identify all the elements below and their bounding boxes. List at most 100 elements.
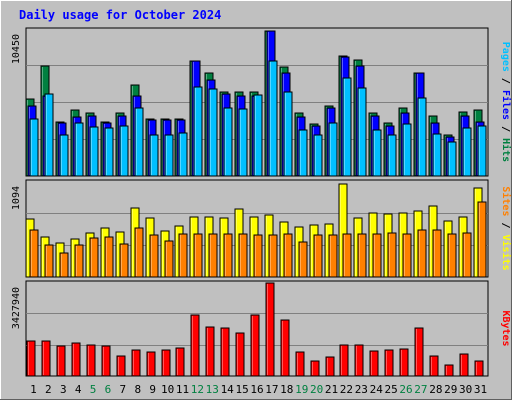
bar-body: [313, 134, 323, 177]
bar-body: [328, 122, 338, 177]
kbytes-bar-kbytes-day-2: [41, 340, 51, 377]
bar-body: [325, 356, 335, 377]
axis-label-part: /: [500, 120, 511, 138]
kbytes-bar-kbytes-day-16: [250, 314, 260, 377]
visits-sites-bar-sites-day-17: [268, 234, 278, 278]
bar-body: [342, 233, 352, 278]
hits-files-pages-bar-pages-day-5: [89, 126, 99, 177]
visits-sites-bar-sites-day-11: [178, 233, 188, 278]
bar-body: [462, 127, 472, 177]
visits-sites-bar-sites-day-6: [104, 236, 114, 278]
visits-sites-bar-sites-day-22: [342, 233, 352, 278]
day-label-29: 29: [444, 383, 457, 396]
kbytes-bar-kbytes-day-20: [310, 360, 320, 377]
bar-body: [205, 326, 215, 377]
day-label-6: 6: [105, 383, 112, 396]
bar-body: [387, 232, 397, 278]
bar-body: [101, 345, 111, 377]
hits-files-pages-bar-pages-day-25: [387, 134, 397, 177]
day-label-20: 20: [310, 383, 323, 396]
kbytes-bar-kbytes-day-23: [354, 344, 364, 377]
bar-body: [295, 351, 305, 377]
hits-files-pages-bar-pages-day-12: [193, 86, 203, 177]
chart-title: Daily usage for October 2024: [19, 8, 221, 22]
visits-sites-bar-sites-day-2: [44, 244, 54, 278]
bar-body: [399, 348, 409, 377]
kbytes-bar-kbytes-day-17: [265, 282, 275, 377]
hits-files-pages-bar-pages-day-1: [29, 118, 39, 177]
bar-body: [161, 349, 171, 377]
bar-body: [220, 327, 230, 377]
visits-sites-bar-sites-day-18: [283, 233, 293, 278]
bar-body: [447, 233, 457, 278]
bar-body: [417, 97, 427, 177]
day-label-21: 21: [325, 383, 338, 396]
day-label-1: 1: [30, 383, 37, 396]
visits-sites-axis-label: Sites / Visits: [500, 186, 512, 270]
bar-body: [44, 244, 54, 278]
day-label-7: 7: [120, 383, 127, 396]
hits-files-pages-y-max-label: 10450: [11, 34, 22, 64]
bar-body: [462, 232, 472, 278]
day-label-11: 11: [176, 383, 189, 396]
hits-files-pages-bar-pages-day-3: [59, 134, 69, 177]
bar-body: [164, 240, 174, 278]
chart-panels: 10450 Pages / Files / Hits 1094 Sites / Vis…: [11, 27, 512, 377]
bar-body: [372, 233, 382, 278]
day-label-17: 17: [265, 383, 278, 396]
kbytes-bar-kbytes-day-18: [280, 319, 290, 377]
day-label-8: 8: [134, 383, 141, 396]
day-label-27: 27: [414, 383, 427, 396]
bar-body: [104, 127, 114, 177]
hits-files-pages-bar-pages-day-23: [357, 87, 367, 177]
bar-body: [268, 234, 278, 278]
kbytes-bar-kbytes-day-21: [325, 356, 335, 377]
day-label-28: 28: [429, 383, 442, 396]
visits-sites-bar-sites-day-1: [29, 229, 39, 278]
bar-body: [149, 234, 159, 278]
bar-body: [268, 60, 278, 177]
day-label-12: 12: [191, 383, 204, 396]
kbytes-bar-kbytes-day-3: [56, 345, 66, 377]
hits-files-pages-bar-pages-day-31: [477, 125, 487, 177]
visits-sites-bar-sites-day-13: [208, 233, 218, 278]
kbytes-bar-kbytes-day-6: [101, 345, 111, 377]
bar-body: [193, 86, 203, 177]
bar-body: [29, 229, 39, 278]
day-label-30: 30: [459, 383, 472, 396]
bar-body: [283, 91, 293, 177]
visits-sites-bar-sites-day-3: [59, 252, 69, 278]
hits-files-pages-bar-pages-day-11: [178, 132, 188, 177]
bar-body: [432, 133, 442, 177]
visits-sites-bar-sites-day-28: [432, 229, 442, 278]
bar-body: [414, 327, 424, 377]
visits-sites-bar-sites-day-24: [372, 233, 382, 278]
kbytes-bar-kbytes-day-8: [131, 349, 141, 377]
hits-files-pages-bar-pages-day-8: [134, 107, 144, 177]
bar-body: [342, 77, 352, 177]
visits-sites-panel: 1094 Sites / Visits: [11, 179, 512, 278]
day-label-16: 16: [250, 383, 263, 396]
axis-label-part: Sites: [500, 186, 512, 216]
visits-sites-bar-sites-day-14: [223, 233, 233, 278]
day-label-10: 10: [161, 383, 174, 396]
bar-body: [477, 201, 487, 278]
hits-files-pages-bar-pages-day-7: [119, 125, 129, 177]
visits-sites-bar-sites-day-9: [149, 234, 159, 278]
hits-files-pages-bar-pages-day-22: [342, 77, 352, 177]
axis-label-part: Pages: [500, 42, 511, 72]
hits-files-pages-bar-pages-day-17: [268, 60, 278, 177]
visits-sites-bar-sites-day-15: [238, 233, 248, 278]
axis-label-part: /: [500, 72, 511, 90]
bar-body: [223, 107, 233, 177]
bar-body: [193, 233, 203, 278]
visits-sites-bar-sites-day-21: [328, 234, 338, 278]
visits-sites-bar-sites-day-10: [164, 240, 174, 278]
bar-body: [253, 234, 263, 278]
bar-body: [178, 233, 188, 278]
day-label-18: 18: [280, 383, 293, 396]
visits-sites-bar-sites-day-16: [253, 234, 263, 278]
kbytes-bar-kbytes-day-4: [71, 342, 81, 377]
hits-files-pages-panel: 10450 Pages / Files / Hits: [11, 27, 512, 177]
